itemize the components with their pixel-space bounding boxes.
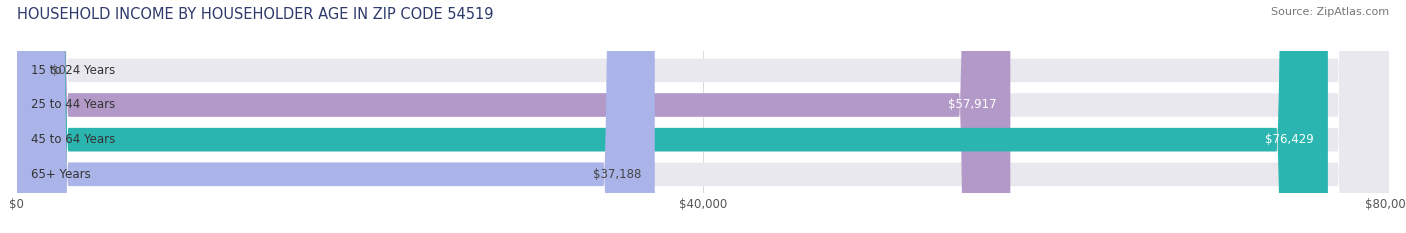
Text: 45 to 64 Years: 45 to 64 Years — [31, 133, 115, 146]
Text: 15 to 24 Years: 15 to 24 Years — [31, 64, 115, 77]
FancyBboxPatch shape — [17, 0, 1327, 233]
Text: 25 to 44 Years: 25 to 44 Years — [31, 99, 115, 112]
Text: Source: ZipAtlas.com: Source: ZipAtlas.com — [1271, 7, 1389, 17]
FancyBboxPatch shape — [17, 0, 655, 233]
Text: $0: $0 — [51, 64, 66, 77]
FancyBboxPatch shape — [17, 0, 1011, 233]
FancyBboxPatch shape — [17, 0, 1389, 233]
Text: $76,429: $76,429 — [1265, 133, 1315, 146]
FancyBboxPatch shape — [17, 0, 1389, 233]
FancyBboxPatch shape — [17, 0, 1389, 233]
FancyBboxPatch shape — [17, 0, 1389, 233]
Text: HOUSEHOLD INCOME BY HOUSEHOLDER AGE IN ZIP CODE 54519: HOUSEHOLD INCOME BY HOUSEHOLDER AGE IN Z… — [17, 7, 494, 22]
Text: $37,188: $37,188 — [593, 168, 641, 181]
Text: 65+ Years: 65+ Years — [31, 168, 90, 181]
Text: $57,917: $57,917 — [948, 99, 997, 112]
